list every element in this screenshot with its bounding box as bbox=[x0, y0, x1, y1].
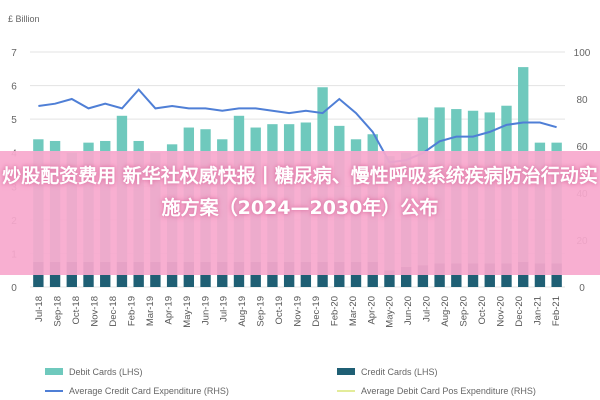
x-tick-label: Mar-19 bbox=[145, 296, 156, 326]
x-tick-label: Oct-18 bbox=[71, 296, 82, 325]
left-tick-label: 6 bbox=[11, 82, 17, 93]
left-tick-label: 5 bbox=[11, 115, 17, 126]
right-tick-label: 80 bbox=[576, 95, 588, 106]
credit-card-bar bbox=[534, 263, 546, 287]
x-tick-label: Feb-19 bbox=[126, 296, 137, 326]
legend-swatch bbox=[337, 368, 355, 375]
x-tick-label: Oct-19 bbox=[274, 296, 285, 325]
overlay-headline: 炒股配资费用 新华社权威快报丨糖尿病、慢性呼吸系统疾病防治行动实施方案（2024… bbox=[2, 165, 598, 219]
x-tick-label: Dec-20 bbox=[514, 296, 525, 327]
x-tick-label: Dec-18 bbox=[108, 296, 119, 327]
credit-card-bar bbox=[400, 266, 412, 287]
credit-card-bar bbox=[451, 263, 462, 287]
line-series bbox=[38, 88, 557, 164]
legend: Debit Cards (LHS) Credit Cards (LHS) Avera… bbox=[45, 367, 536, 396]
legend-label: Average Debit Card Pos Expenditure (RHS) bbox=[361, 386, 536, 396]
x-tick-label: Dec-19 bbox=[311, 296, 322, 327]
credit-card-bar bbox=[501, 263, 512, 287]
x-tick-label: Jul-19 bbox=[219, 296, 230, 322]
x-tick-label: May-19 bbox=[182, 296, 193, 328]
credit-card-bar bbox=[434, 263, 445, 287]
legend-label: Debit Cards (LHS) bbox=[69, 367, 143, 377]
right-tick-label: 100 bbox=[574, 48, 591, 59]
x-tick-label: Nov-19 bbox=[293, 296, 304, 327]
x-tick-label: Jul-18 bbox=[34, 296, 45, 322]
expenditure-line bbox=[38, 88, 557, 164]
x-tick-label: May-20 bbox=[385, 296, 396, 328]
right-tick-label: 0 bbox=[579, 283, 585, 294]
x-tick-label: Sep-19 bbox=[256, 296, 267, 327]
left-axis-unit: £ Billion bbox=[8, 14, 40, 24]
legend-swatch bbox=[45, 368, 63, 375]
x-axis-ticks: Jul-18 Sep-18 Oct-18 Nov-18 Dec-18 Feb-19 Mar-… bbox=[34, 296, 562, 328]
x-tick-label: Jun-20 bbox=[403, 296, 414, 325]
left-tick-label: 7 bbox=[11, 48, 17, 59]
x-tick-label: Aug-19 bbox=[237, 296, 248, 327]
x-tick-label: Sep-18 bbox=[53, 296, 64, 327]
x-tick-label: Nov-20 bbox=[495, 296, 506, 327]
credit-card-bar bbox=[467, 263, 479, 287]
x-tick-label: Apr-20 bbox=[366, 296, 377, 325]
credit-card-bar bbox=[384, 270, 395, 287]
x-tick-label: Feb-20 bbox=[329, 296, 340, 326]
x-tick-label: Feb-21 bbox=[551, 296, 562, 326]
x-tick-label: Oct-20 bbox=[477, 296, 488, 325]
x-tick-label: Apr-19 bbox=[163, 296, 174, 325]
x-tick-label: Sep-20 bbox=[459, 296, 470, 327]
legend-label: Credit Cards (LHS) bbox=[361, 367, 438, 377]
x-tick-label: Jun-19 bbox=[200, 296, 211, 325]
x-tick-label: Jan-21 bbox=[532, 296, 543, 325]
x-tick-label: Jul-20 bbox=[422, 296, 433, 322]
credit-card-bar bbox=[551, 263, 562, 287]
legend-label: Average Credit Card Expenditure (RHS) bbox=[69, 386, 229, 396]
left-tick-label: 0 bbox=[11, 283, 17, 294]
credit-card-bar bbox=[484, 263, 495, 287]
x-tick-label: Nov-18 bbox=[90, 296, 101, 327]
x-tick-label: Mar-20 bbox=[348, 296, 359, 326]
credit-card-bar bbox=[417, 265, 429, 287]
right-tick-label: 60 bbox=[576, 142, 588, 153]
x-tick-label: Aug-20 bbox=[440, 296, 451, 327]
watermark-overlay bbox=[0, 151, 600, 275]
